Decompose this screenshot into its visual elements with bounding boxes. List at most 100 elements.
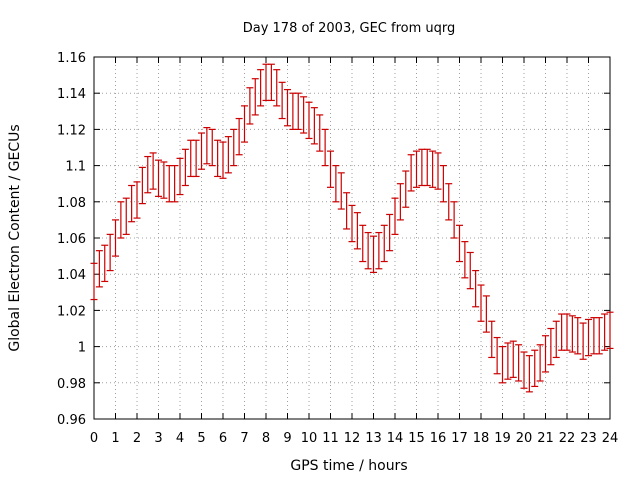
data-point xyxy=(219,141,227,179)
x-tick-label: 24 xyxy=(602,431,619,446)
data-point xyxy=(466,251,474,290)
x-tick-label: 7 xyxy=(240,431,248,446)
data-point xyxy=(574,317,582,355)
data-point xyxy=(396,183,404,221)
x-tick-labels: 0 1 2 3 4 5 6 7 8 9 10 11 12 13 14 15 16 17 18 19 20 21 22 23 24 xyxy=(90,431,618,446)
data-point xyxy=(122,197,130,235)
data-point xyxy=(531,349,539,388)
data-point xyxy=(407,154,415,192)
data-point xyxy=(187,139,195,178)
x-tick-label: 22 xyxy=(559,431,576,446)
data-point xyxy=(289,92,297,130)
x-tick-label: 18 xyxy=(473,431,490,446)
data-point xyxy=(181,148,189,187)
data-point xyxy=(364,231,372,270)
data-point xyxy=(128,184,136,223)
data-point xyxy=(499,346,506,384)
axis-ticks xyxy=(93,56,611,420)
data-point xyxy=(563,313,571,351)
x-tick-label: 20 xyxy=(516,431,533,446)
data-point xyxy=(439,165,447,203)
data-point xyxy=(149,152,157,190)
x-tick-label: 21 xyxy=(537,431,554,446)
data-point xyxy=(558,313,566,351)
data-point xyxy=(171,165,179,203)
x-tick-label: 1 xyxy=(111,431,119,446)
data-points xyxy=(90,63,614,393)
data-point xyxy=(90,262,98,301)
x-tick-label: 8 xyxy=(262,431,270,446)
data-point xyxy=(160,161,168,199)
chart-title: Day 178 of 2003, GEC from uqrg xyxy=(243,21,456,36)
y-tick-label: 1.06 xyxy=(57,232,86,247)
data-point xyxy=(267,63,275,102)
data-point xyxy=(155,159,162,197)
y-tick-label: 0.98 xyxy=(57,377,86,392)
data-point xyxy=(482,295,490,333)
data-point xyxy=(590,317,598,355)
y-tick-label: 1.16 xyxy=(57,51,86,66)
x-tick-label: 13 xyxy=(365,431,382,446)
data-point xyxy=(456,224,463,263)
x-tick-label: 14 xyxy=(387,431,404,446)
data-point xyxy=(106,233,114,272)
data-point xyxy=(542,335,549,373)
data-point xyxy=(380,224,388,263)
data-point xyxy=(208,128,216,167)
y-tick-label: 0.96 xyxy=(57,413,86,428)
x-tick-label: 11 xyxy=(322,431,339,446)
y-tick-label: 1 xyxy=(78,341,86,356)
data-point xyxy=(359,224,367,263)
x-tick-label: 9 xyxy=(283,431,291,446)
data-point xyxy=(418,148,426,187)
y-tick-label: 1.14 xyxy=(57,87,86,102)
x-tick-label: 12 xyxy=(344,431,361,446)
data-point xyxy=(203,126,211,165)
data-point xyxy=(300,96,308,134)
data-point xyxy=(310,107,318,145)
data-point xyxy=(536,344,544,382)
data-point xyxy=(353,212,361,250)
data-point xyxy=(601,313,609,351)
data-point xyxy=(165,165,173,203)
x-tick-label: 15 xyxy=(408,431,425,446)
x-tick-label: 2 xyxy=(133,431,141,446)
y-tick-label: 1.08 xyxy=(57,196,86,211)
x-axis-label: GPS time / hours xyxy=(290,458,407,474)
data-point xyxy=(327,150,334,188)
x-tick-label: 0 xyxy=(90,431,98,446)
data-point xyxy=(95,250,103,288)
data-point xyxy=(413,150,420,188)
y-axis-label: Global Electron Content / GECUs xyxy=(7,124,23,351)
x-tick-label: 17 xyxy=(451,431,468,446)
y-tick-label: 1.02 xyxy=(57,304,86,319)
data-point xyxy=(192,139,200,178)
data-point xyxy=(520,351,528,389)
data-point xyxy=(585,318,592,357)
data-point xyxy=(305,101,313,140)
data-point xyxy=(391,197,399,235)
data-point xyxy=(547,327,555,366)
data-point xyxy=(461,241,469,279)
data-point xyxy=(294,92,302,130)
data-point xyxy=(241,105,248,143)
data-point xyxy=(450,201,458,239)
y-tick-label: 1.1 xyxy=(65,160,86,175)
data-point xyxy=(552,320,560,359)
data-point xyxy=(402,170,410,208)
data-point xyxy=(246,87,254,125)
data-point xyxy=(579,322,587,360)
x-tick-label: 4 xyxy=(176,431,184,446)
data-point xyxy=(386,213,394,252)
x-tick-label: 3 xyxy=(154,431,162,446)
data-point xyxy=(348,204,356,243)
data-point xyxy=(525,355,533,393)
data-point xyxy=(316,114,324,152)
data-point xyxy=(214,139,222,178)
data-point xyxy=(568,315,576,353)
data-point xyxy=(337,172,345,210)
data-point xyxy=(198,132,205,170)
data-point xyxy=(176,157,184,196)
data-point xyxy=(144,155,152,194)
x-tick-label: 10 xyxy=(301,431,318,446)
